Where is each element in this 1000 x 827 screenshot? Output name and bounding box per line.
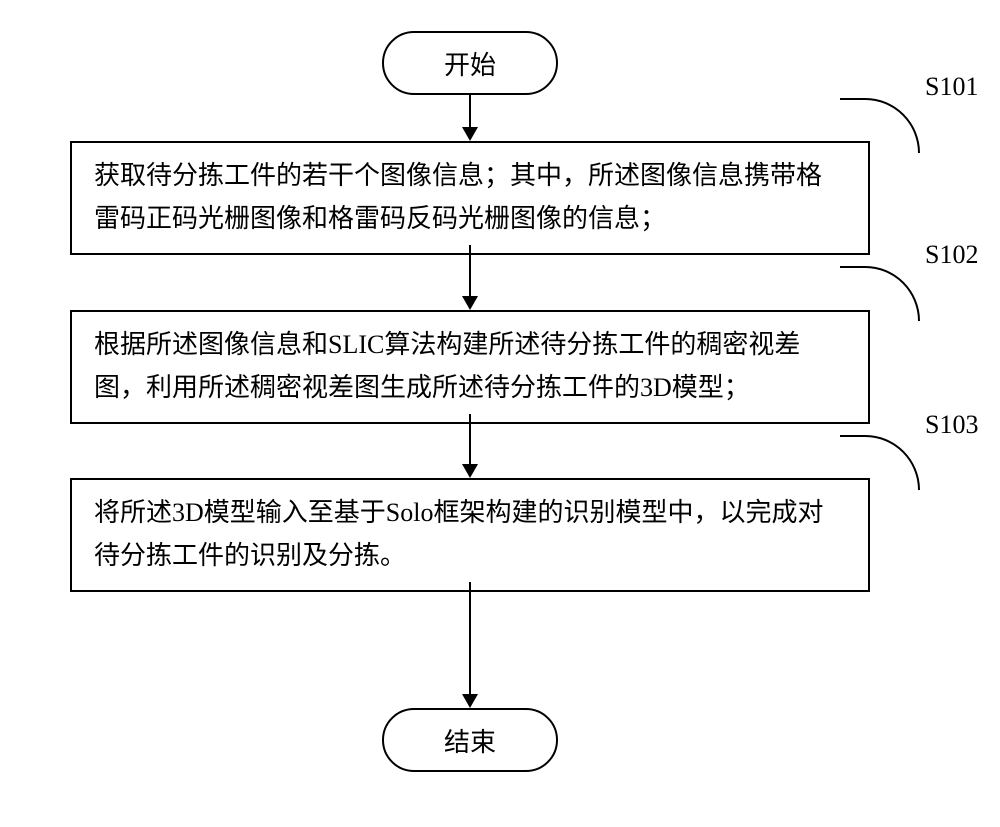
arrow-head — [462, 127, 478, 141]
process-s101: 获取待分拣工件的若干个图像信息；其中，所述图像信息携带格雷码正码光栅图像和格雷码… — [70, 141, 870, 255]
process-s102-text: 根据所述图像信息和SLIC算法构建所述待分拣工件的稠密视差图，利用所述稠密视差图… — [94, 330, 800, 402]
arrow — [469, 95, 471, 127]
label-s102: S102 — [925, 240, 978, 270]
process-s103: 将所述3D模型输入至基于Solo框架构建的识别模型中，以完成对待分拣工件的识别及… — [70, 478, 870, 592]
process-s103-text: 将所述3D模型输入至基于Solo框架构建的识别模型中，以完成对待分拣工件的识别及… — [94, 498, 823, 570]
end-node: 结束 — [382, 708, 558, 772]
start-node: 开始 — [382, 31, 558, 95]
arrow-head — [462, 464, 478, 478]
arrow — [469, 582, 471, 694]
arrow — [469, 245, 471, 296]
process-s101-text: 获取待分拣工件的若干个图像信息；其中，所述图像信息携带格雷码正码光栅图像和格雷码… — [94, 161, 822, 233]
end-label: 结束 — [444, 722, 496, 759]
label-s103: S103 — [925, 410, 978, 440]
start-label: 开始 — [444, 45, 496, 82]
callout-s103 — [840, 435, 920, 490]
callout-s102 — [840, 266, 920, 321]
label-s101: S101 — [925, 72, 978, 102]
arrow-head — [462, 296, 478, 310]
process-s102: 根据所述图像信息和SLIC算法构建所述待分拣工件的稠密视差图，利用所述稠密视差图… — [70, 310, 870, 424]
flowchart-canvas: 开始 获取待分拣工件的若干个图像信息；其中，所述图像信息携带格雷码正码光栅图像和… — [20, 20, 1000, 807]
arrow-head — [462, 694, 478, 708]
arrow — [469, 414, 471, 464]
callout-s101 — [840, 98, 920, 153]
